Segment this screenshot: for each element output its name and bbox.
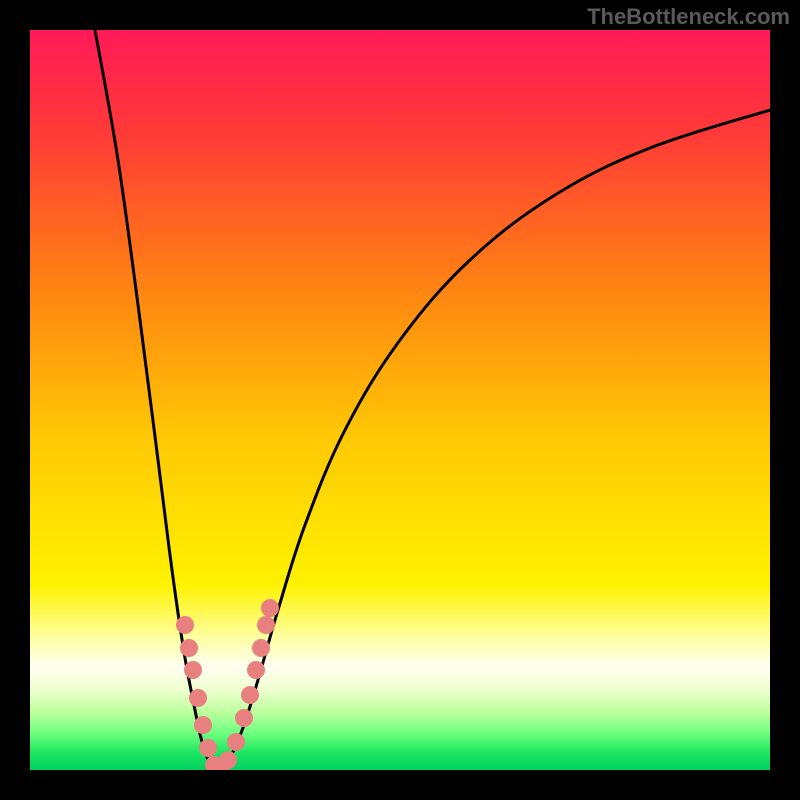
- data-marker: [241, 686, 259, 704]
- data-marker: [189, 689, 207, 707]
- plot-background: [30, 30, 770, 770]
- data-marker: [257, 616, 275, 634]
- data-marker: [261, 599, 279, 617]
- watermark-text: TheBottleneck.com: [587, 4, 790, 30]
- data-marker: [235, 709, 253, 727]
- data-marker: [194, 716, 212, 734]
- data-marker: [180, 639, 198, 657]
- data-marker: [184, 661, 202, 679]
- data-marker: [227, 733, 245, 751]
- data-marker: [252, 639, 270, 657]
- data-marker: [176, 616, 194, 634]
- data-marker: [199, 739, 217, 757]
- data-marker: [247, 661, 265, 679]
- chart-container: TheBottleneck.com: [0, 0, 800, 800]
- bottleneck-chart: [0, 0, 800, 800]
- data-marker: [219, 751, 237, 769]
